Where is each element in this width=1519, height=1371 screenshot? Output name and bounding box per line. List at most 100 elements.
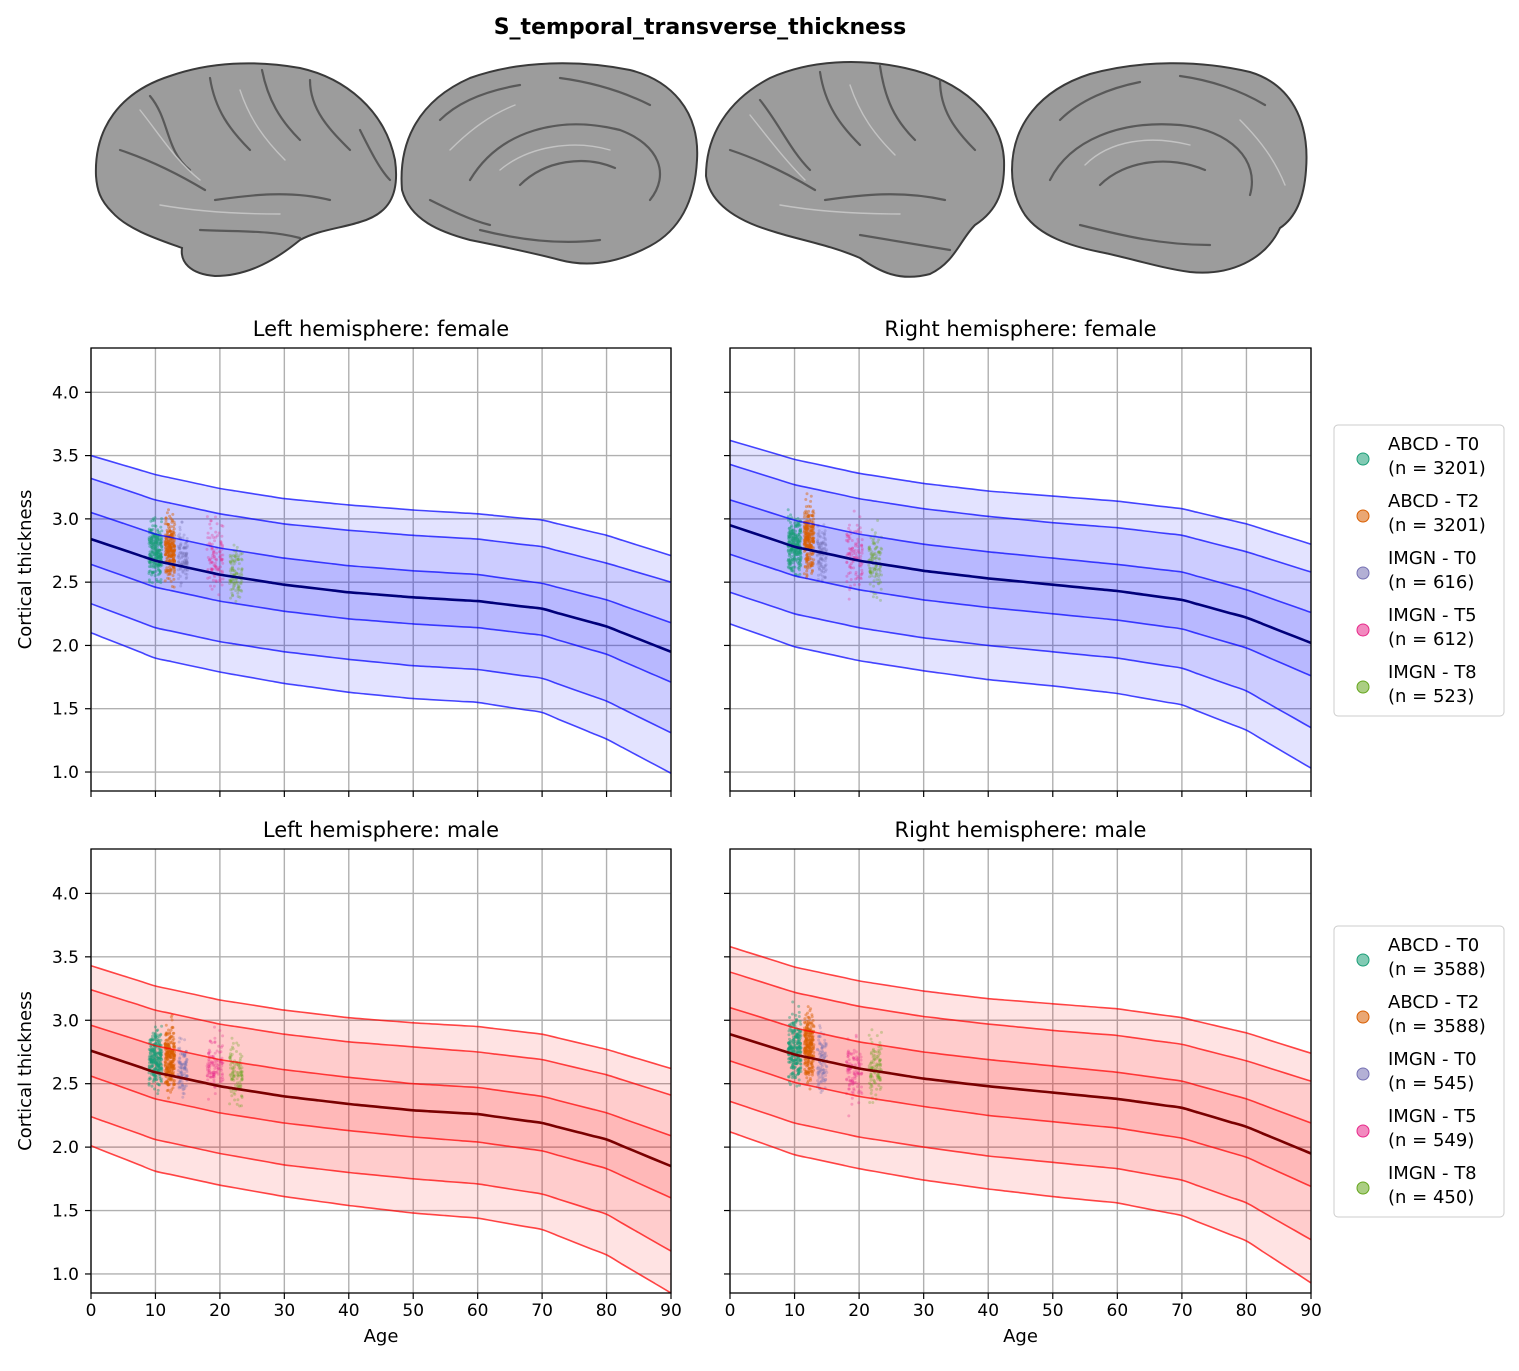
scatter-point: [172, 1045, 176, 1049]
scatter-point: [149, 539, 153, 542]
scatter-point: [149, 1038, 153, 1042]
scatter-point: [804, 532, 808, 536]
scatter-point: [208, 522, 212, 526]
scatter-point: [805, 1041, 809, 1045]
scatter-point: [154, 1031, 157, 1035]
scatter-point: [870, 1066, 874, 1070]
scatter-point: [791, 558, 795, 562]
scatter-point: [214, 565, 218, 569]
scatter-point: [212, 554, 216, 558]
x-tick-label: 90: [660, 1301, 682, 1321]
scatter-point: [157, 1083, 161, 1087]
scatter-point: [219, 553, 223, 557]
scatter-point: [818, 1049, 822, 1053]
scatter-point: [821, 1089, 824, 1092]
scatter-point: [150, 1060, 154, 1064]
scatter-point: [846, 1054, 850, 1058]
scatter-point: [210, 587, 214, 591]
scatter-point: [789, 549, 792, 553]
scatter-point: [166, 1050, 170, 1054]
scatter-point: [221, 561, 225, 565]
scatter-point: [804, 1037, 808, 1041]
legend-item: IMGN - T0(n = 616): [1356, 548, 1477, 593]
scatter-point: [155, 1068, 159, 1072]
scatter-point: [181, 1084, 185, 1088]
scatter-point: [875, 578, 879, 582]
scatter-point: [238, 1059, 242, 1062]
scatter-point: [183, 554, 187, 558]
scatter-point: [796, 551, 800, 554]
scatter-point: [809, 1061, 813, 1065]
scatter-point: [798, 1034, 802, 1038]
scatter-point: [810, 513, 814, 517]
scatter-point: [166, 1057, 169, 1061]
scatter-point: [819, 1091, 823, 1094]
scatter-point: [153, 1050, 156, 1054]
scatter-point: [798, 554, 802, 558]
scatter-point: [171, 574, 175, 578]
scatter-point: [240, 569, 244, 573]
scatter-point: [165, 547, 169, 551]
scatter-point: [791, 569, 795, 573]
scatter-point: [231, 578, 235, 581]
legend-label: ABCD - T2: [1388, 992, 1479, 1013]
centile-line: [91, 632, 671, 775]
scatter-point: [210, 568, 214, 572]
scatter-point: [804, 543, 808, 547]
scatter-point: [851, 1079, 854, 1083]
scatter-point: [207, 1052, 211, 1056]
centile-band: [730, 972, 1311, 1123]
scatter-point: [170, 547, 174, 551]
scatter-point: [154, 544, 158, 548]
scatter-point: [795, 1069, 799, 1073]
scatter-point: [219, 540, 223, 544]
scatter-group: [815, 1024, 829, 1094]
scatter-point: [816, 1079, 820, 1083]
scatter-point: [166, 548, 170, 552]
scatter-point: [208, 561, 212, 565]
scatter-point: [795, 1034, 798, 1037]
scatter-point: [219, 542, 223, 545]
scatter-point: [812, 1054, 816, 1057]
scatter-point: [795, 1045, 799, 1049]
scatter-point: [877, 1076, 881, 1080]
scatter-point: [809, 1041, 813, 1045]
scatter-point: [168, 541, 172, 545]
scatter-point: [185, 559, 189, 563]
scatter-point: [847, 1068, 851, 1072]
scatter-point: [148, 1057, 152, 1061]
scatter-point: [172, 558, 176, 562]
scatter-point: [874, 556, 877, 560]
scatter-point: [820, 1044, 824, 1048]
x-tick-label: 50: [402, 1301, 424, 1321]
scatter-point: [185, 537, 189, 540]
scatter-point: [159, 551, 163, 555]
scatter-point: [155, 1063, 159, 1067]
scatter-point: [789, 559, 793, 563]
scatter-point: [166, 1062, 170, 1066]
scatter-point: [157, 1064, 161, 1068]
scatter-point: [181, 1084, 185, 1088]
scatter-point: [875, 556, 878, 560]
scatter-point: [823, 565, 827, 569]
scatter-point: [172, 549, 176, 553]
scatter-point: [172, 550, 176, 554]
scatter-point: [794, 1062, 798, 1065]
scatter-point: [170, 554, 174, 558]
scatter-point: [797, 1045, 801, 1048]
scatter-point: [179, 581, 183, 585]
scatter-point: [213, 539, 217, 543]
scatter-point: [790, 567, 794, 571]
scatter-point: [805, 561, 809, 565]
scatter-point: [795, 1032, 799, 1036]
scatter-point: [852, 1072, 856, 1076]
scatter-point: [849, 1082, 853, 1086]
scatter-point: [158, 1048, 162, 1052]
scatter-point: [210, 533, 214, 537]
scatter-point: [163, 1081, 167, 1085]
scatter-point: [153, 541, 157, 545]
scatter-point: [169, 554, 173, 558]
scatter-point: [803, 1046, 807, 1050]
scatter-point: [794, 1074, 797, 1078]
scatter-point: [154, 1067, 158, 1071]
